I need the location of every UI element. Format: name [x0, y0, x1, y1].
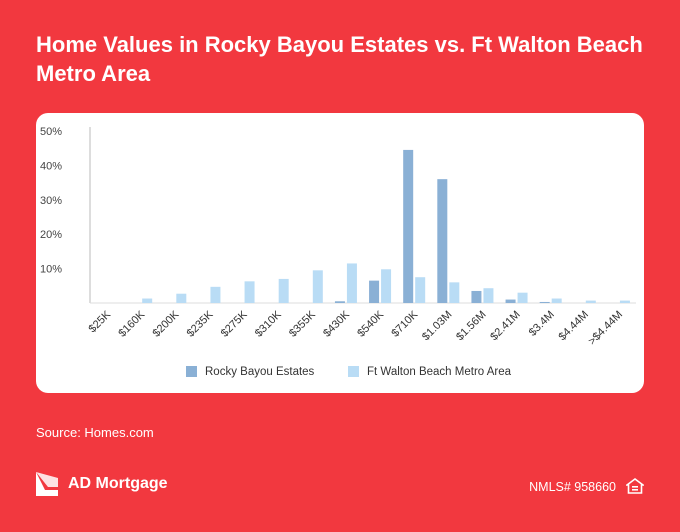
bar-ft-walton [278, 278, 289, 303]
bar-rocky-bayou [505, 299, 516, 303]
legend-swatch [348, 366, 359, 377]
nmls-number: NMLS# 958660 [529, 480, 616, 494]
chart-title: Home Values in Rocky Bayou Estates vs. F… [36, 32, 643, 86]
bar-ft-walton [210, 286, 221, 303]
source-note: Source: Homes.com [36, 425, 154, 440]
bar-ft-walton [415, 277, 426, 303]
bar-ft-walton [312, 270, 323, 303]
brand: AD Mortgage [36, 471, 168, 497]
y-tick-label: 30% [40, 195, 62, 207]
bar-ft-walton [585, 300, 596, 303]
x-tick-label: $1.03M [420, 309, 454, 343]
x-tick-label: $540K [355, 308, 386, 339]
legend-swatch [186, 366, 197, 377]
bar-ft-walton [381, 269, 392, 303]
x-tick-label: $25K [87, 308, 114, 335]
x-tick-label: $2.41M [488, 309, 522, 343]
ad-mortgage-logo-icon [36, 472, 58, 496]
bar-ft-walton [551, 298, 562, 303]
x-tick-label: $310K [253, 308, 284, 339]
y-tick-label: 10% [40, 264, 62, 276]
bar-ft-walton [517, 292, 528, 303]
brand-name: AD Mortgage [68, 475, 168, 492]
bar-rocky-bayou [369, 280, 380, 303]
x-tick-label: $275K [219, 308, 250, 339]
bar-ft-walton [142, 298, 153, 303]
y-tick-label: 50% [40, 126, 62, 138]
bar-rocky-bayou [539, 301, 550, 303]
legend-label: Ft Walton Beach Metro Area [367, 366, 512, 378]
x-tick-label: >$4.44M [586, 309, 625, 348]
bar-rocky-bayou [471, 290, 482, 303]
legend-label: Rocky Bayou Estates [205, 366, 315, 378]
bar-rocky-bayou [437, 179, 448, 303]
bar-ft-walton [244, 281, 255, 303]
y-tick-label: 20% [40, 229, 62, 241]
x-tick-label: $355K [287, 308, 318, 339]
x-tick-label: $430K [321, 308, 352, 339]
x-tick-label: $3.4M [527, 309, 557, 339]
x-tick-label: $235K [185, 308, 216, 339]
bar-ft-walton [176, 293, 187, 303]
chart-card: 50% 40% 30% 20% 10% $25K $160K $200K $235K $275K $… [36, 113, 644, 393]
x-tick-label: $4.44M [556, 309, 590, 343]
bar-rocky-bayou [403, 149, 414, 303]
x-tick-label: $1.56M [454, 309, 488, 343]
equal-housing-icon [626, 478, 644, 494]
x-tick-label: $200K [150, 308, 181, 339]
bar-rocky-bayou [334, 301, 345, 303]
bar-ft-walton [619, 300, 630, 303]
bar-ft-walton [449, 282, 460, 303]
y-tick-label: 40% [40, 160, 62, 172]
bar-chart: 50%40%30%20%10%$25K $160K $200K $235K $275K $… [40, 126, 636, 378]
x-tick-label: $160K [116, 308, 147, 339]
bar-ft-walton [483, 288, 494, 303]
bar-ft-walton [346, 263, 357, 303]
x-tick-label: $710K [389, 308, 420, 339]
